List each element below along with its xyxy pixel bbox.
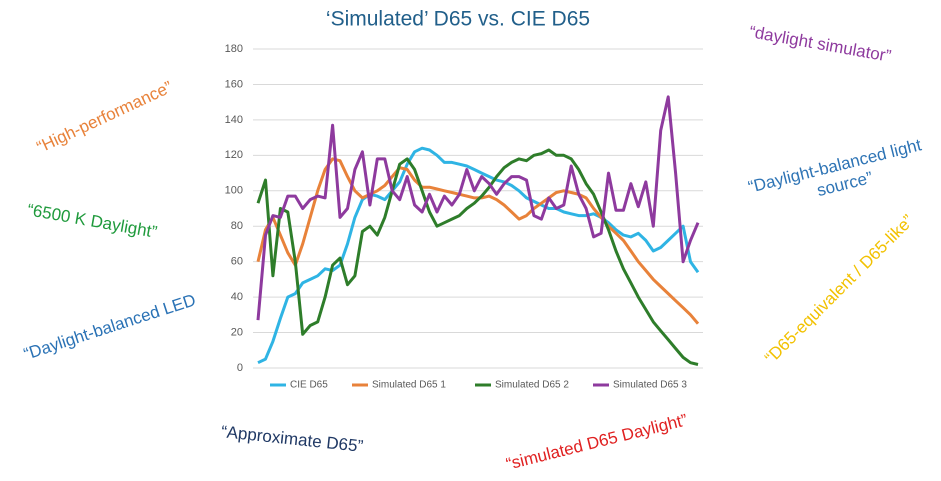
annotation: “Daylight-balanced LED: [21, 290, 198, 364]
y-tick-label: 40: [231, 291, 243, 303]
legend-label: CIE D65: [290, 380, 328, 391]
annotation: “6500 K Daylight”: [26, 200, 159, 242]
y-tick-label: 120: [225, 149, 243, 161]
legend-label: Simulated D65 1: [372, 380, 446, 391]
y-tick-label: 140: [225, 114, 243, 126]
annotation: “simulated D65 Daylight”: [504, 410, 690, 474]
y-tick-label: 100: [225, 185, 243, 197]
annotation: “daylight simulator”: [748, 22, 893, 66]
chart-title: ‘Simulated’ D65 vs. CIE D65: [326, 8, 590, 31]
y-tick-label: 60: [231, 256, 243, 268]
y-tick-label: 0: [237, 362, 243, 374]
line-series: [256, 95, 700, 321]
legend-label: Simulated D65 3: [613, 380, 687, 391]
line-series: [257, 146, 700, 365]
annotation: “D65-equivalent / D65-like”: [761, 211, 918, 368]
y-tick-label: 20: [231, 326, 243, 338]
annotation: “High-performance”: [34, 77, 176, 157]
y-tick-label: 80: [231, 220, 243, 232]
y-tick-label: 160: [225, 78, 243, 90]
legend-label: Simulated D65 2: [495, 380, 569, 391]
annotation: “Approximate D65”: [220, 422, 364, 456]
y-tick-label: 180: [225, 43, 243, 55]
line-series: [256, 148, 699, 366]
